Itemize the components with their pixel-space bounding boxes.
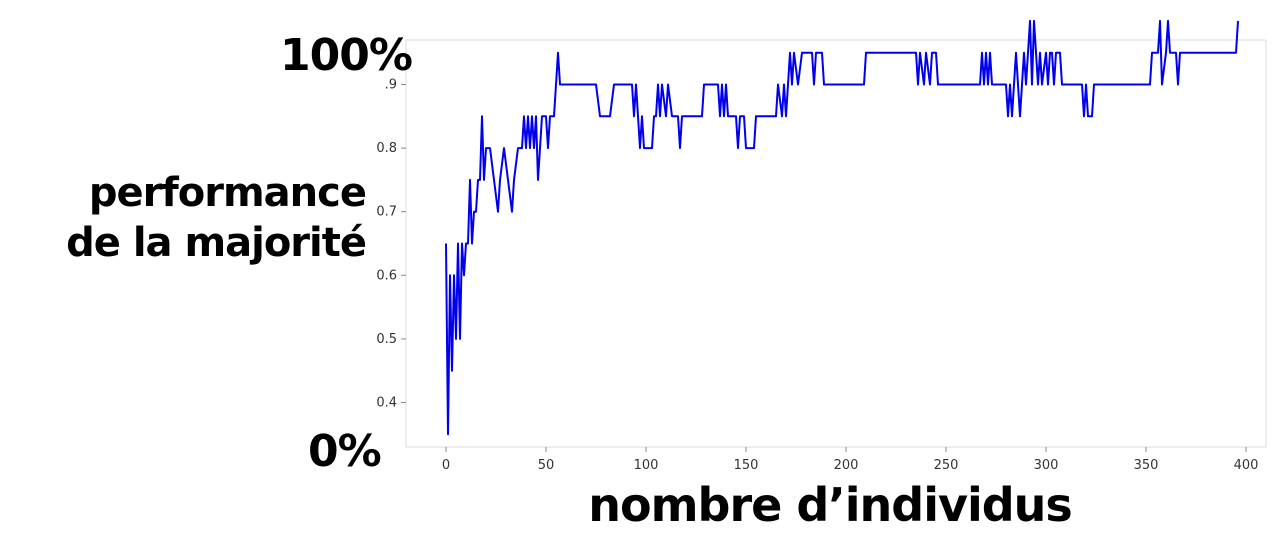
x-axis-ticks: 0 50 100 150 200 250 300 350 400 <box>442 447 1259 473</box>
x-tick-label: 200 <box>834 458 859 473</box>
performance-series-line <box>445 19 1239 436</box>
x-tick-label: 350 <box>1134 458 1159 473</box>
x-tick-label: 300 <box>1034 458 1059 473</box>
x-tick-label: 250 <box>934 458 959 473</box>
y-tick-label: 0.5 <box>376 332 397 347</box>
y-tick-label: 0.4 <box>376 395 397 410</box>
y-tick-label: 0.6 <box>376 268 397 283</box>
x-tick-label: 0 <box>442 458 450 473</box>
plot-frame <box>405 39 1267 448</box>
x-tick-label: 100 <box>634 458 659 473</box>
x-axis-label: nombre d’individus <box>588 478 1073 532</box>
y-tick-label: 0.7 <box>376 205 397 220</box>
x-tick-label: 400 <box>1234 458 1259 473</box>
y-axis-label-line2: de la majorité <box>66 220 367 266</box>
y-axis-label-line1: performance <box>88 170 367 216</box>
x-tick-label: 50 <box>538 458 555 473</box>
x-tick-label: 150 <box>734 458 759 473</box>
y-axis-label: performance de la majorité <box>4 168 367 268</box>
y-axis-max-label: 100% <box>280 30 413 81</box>
y-tick-label: 0.8 <box>376 141 397 156</box>
y-tick-label: .9 <box>385 78 397 93</box>
y-axis-ticks: 0.4 0.5 0.6 0.7 0.8 .9 <box>376 78 406 410</box>
y-axis-min-label: 0% <box>308 426 382 477</box>
